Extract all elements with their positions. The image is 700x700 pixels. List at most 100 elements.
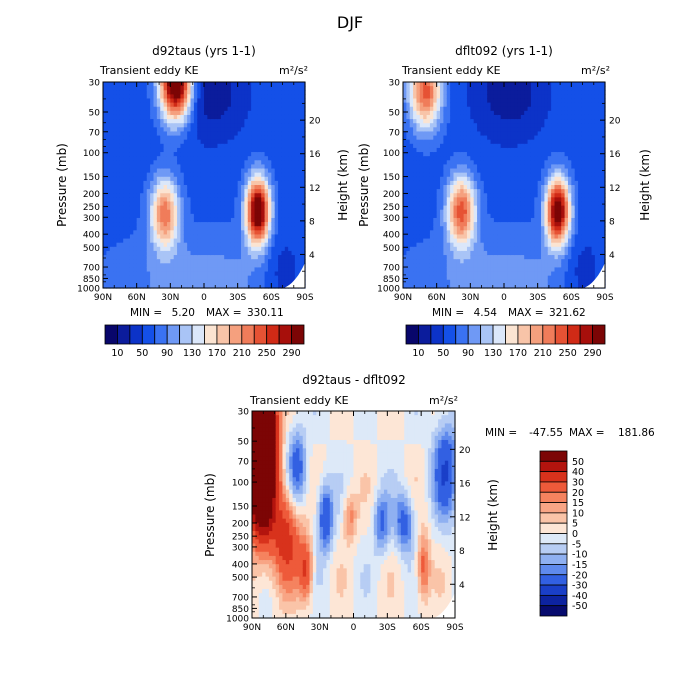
contour-cell — [254, 201, 259, 207]
contour-cell — [507, 279, 512, 285]
contour-cell — [180, 94, 185, 100]
contour-cell — [197, 197, 202, 203]
contour-cell — [237, 234, 242, 240]
contour-cell — [429, 164, 434, 170]
contour-cell — [433, 82, 438, 87]
contour-cell — [466, 283, 471, 289]
contour-cell — [409, 217, 414, 223]
contour-cell — [227, 94, 232, 100]
contour-cell — [177, 98, 182, 104]
contour-cell — [524, 250, 529, 256]
contour-cell — [443, 205, 448, 211]
contour-cell — [109, 185, 114, 190]
contour-cell — [493, 255, 498, 260]
contour-cell — [426, 226, 431, 231]
contour-cell — [129, 168, 134, 174]
contour-cell — [440, 259, 444, 264]
contour-cell — [119, 226, 124, 231]
contour-cell — [477, 176, 482, 182]
contour-cells — [103, 82, 306, 289]
contour-cell — [487, 259, 492, 264]
contour-cell — [261, 222, 266, 227]
contour-cell — [463, 172, 468, 178]
contour-cell — [294, 172, 299, 178]
contour-cell — [163, 201, 168, 207]
contour-cell — [109, 197, 114, 203]
contour-cell — [224, 94, 229, 100]
contour-cell — [436, 143, 441, 149]
contour-cell — [456, 185, 461, 190]
contour-cell — [419, 209, 424, 215]
contour-cell — [119, 139, 124, 145]
contour-cell — [483, 279, 488, 285]
contour-cell — [123, 172, 128, 178]
contour-cell — [187, 209, 192, 215]
contour-cell — [490, 110, 495, 116]
contour-cell — [497, 139, 502, 145]
contour-cell — [514, 110, 519, 116]
contour-cell — [193, 156, 198, 161]
contour-cell — [113, 230, 118, 236]
contour-cell — [517, 271, 522, 277]
contour-cell — [140, 250, 144, 256]
contour-cell — [103, 263, 107, 268]
contour-cell — [490, 172, 495, 178]
contour-cell — [480, 275, 485, 281]
contour-cell — [429, 189, 434, 194]
contour-cell — [460, 127, 465, 133]
contour-cell — [524, 143, 529, 149]
contour-cell — [123, 213, 128, 219]
contour-cell — [177, 160, 182, 165]
y-tick-label: 100 — [83, 149, 100, 159]
contour-cell — [514, 90, 519, 95]
contour-cell — [180, 172, 185, 178]
contour-cell — [497, 160, 502, 165]
contour-cell — [463, 271, 468, 277]
contour-cell — [173, 185, 178, 190]
contour-cell — [210, 172, 215, 178]
contour-cell — [436, 209, 441, 215]
contour-cell — [140, 193, 144, 198]
contour-cell — [500, 98, 505, 104]
contour-cell — [140, 156, 144, 161]
contour-cell — [123, 189, 128, 194]
contour-cell — [190, 213, 195, 219]
contour-cell — [200, 275, 205, 281]
contour-cell — [156, 135, 161, 141]
contour-cell — [106, 263, 111, 268]
contour-cell — [413, 193, 418, 198]
contour-cell — [480, 230, 485, 236]
contour-cell — [123, 110, 128, 116]
contour-cell — [267, 222, 272, 227]
contour-cell — [170, 246, 175, 252]
contour-cell — [463, 230, 468, 236]
contour-cell — [177, 82, 182, 87]
contour-cell — [170, 255, 175, 260]
contour-cell — [460, 205, 465, 211]
contour-cell — [480, 279, 485, 285]
contour-cell — [450, 246, 455, 252]
contour-cell — [103, 180, 107, 186]
contour-cell — [133, 147, 138, 153]
contour-cell — [416, 176, 421, 182]
contour-cell — [217, 185, 222, 190]
contour-cell — [106, 127, 111, 133]
contour-cell — [301, 234, 306, 240]
contour-cell — [433, 152, 438, 157]
contour-cell — [416, 127, 421, 133]
contour-cell — [514, 222, 519, 227]
contour-cell — [126, 102, 131, 108]
contour-cell — [103, 185, 107, 190]
contour-cell — [146, 147, 151, 153]
contour-cell — [177, 222, 182, 227]
contour-cell — [487, 82, 492, 87]
contour-cell — [227, 234, 232, 240]
contour-cell — [170, 156, 175, 161]
contour-cell — [166, 226, 171, 231]
contour-cell — [241, 106, 245, 112]
contour-cell — [510, 127, 515, 133]
contour-cell — [143, 106, 148, 112]
contour-cell — [103, 226, 107, 231]
contour-cell — [170, 213, 175, 219]
contour-cell — [507, 275, 512, 281]
